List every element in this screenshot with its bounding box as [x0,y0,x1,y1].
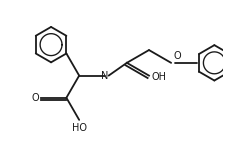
Text: N: N [101,71,108,81]
Text: HO: HO [72,123,87,133]
Text: OH: OH [152,72,167,82]
Text: O: O [31,93,39,103]
Text: O: O [173,51,181,61]
